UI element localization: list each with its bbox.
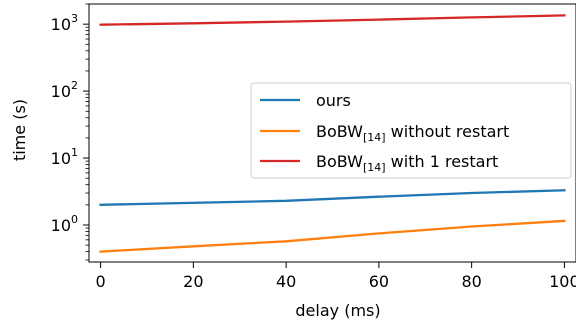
x-tick-label: 40 xyxy=(276,272,296,291)
axes-frame xyxy=(88,3,576,263)
y-axis-ticks: 100 101 102 103 xyxy=(51,3,89,261)
plot-area xyxy=(88,3,576,263)
x-axis-label: delay (ms) xyxy=(295,301,380,320)
x-tick-label: 80 xyxy=(461,272,481,291)
x-axis-ticks: 0 20 40 60 80 100 xyxy=(96,262,576,291)
series-line-0 xyxy=(99,189,566,206)
y-tick-label: 102 xyxy=(51,79,78,101)
y-tick-label: 100 xyxy=(51,213,78,235)
y-tick-label: 101 xyxy=(51,146,78,168)
series-line-2 xyxy=(99,14,566,26)
y-tick-label: 103 xyxy=(51,12,78,34)
series-line-1 xyxy=(99,219,566,253)
series-layer xyxy=(99,14,566,253)
legend: ours BoBW[14] without restart BoBW[14] wit… xyxy=(250,82,572,179)
x-tick-label: 100 xyxy=(549,272,576,291)
y-axis-label: time (s) xyxy=(10,99,29,161)
x-tick-label: 20 xyxy=(183,272,203,291)
legend-box xyxy=(250,82,572,179)
legend-label-2: BoBW[14] with 1 restart xyxy=(316,152,498,174)
legend-label-1: BoBW[14] without restart xyxy=(316,122,509,144)
x-tick-label: 0 xyxy=(96,272,106,291)
legend-label-0: ours xyxy=(316,91,351,110)
x-tick-label: 60 xyxy=(369,272,389,291)
